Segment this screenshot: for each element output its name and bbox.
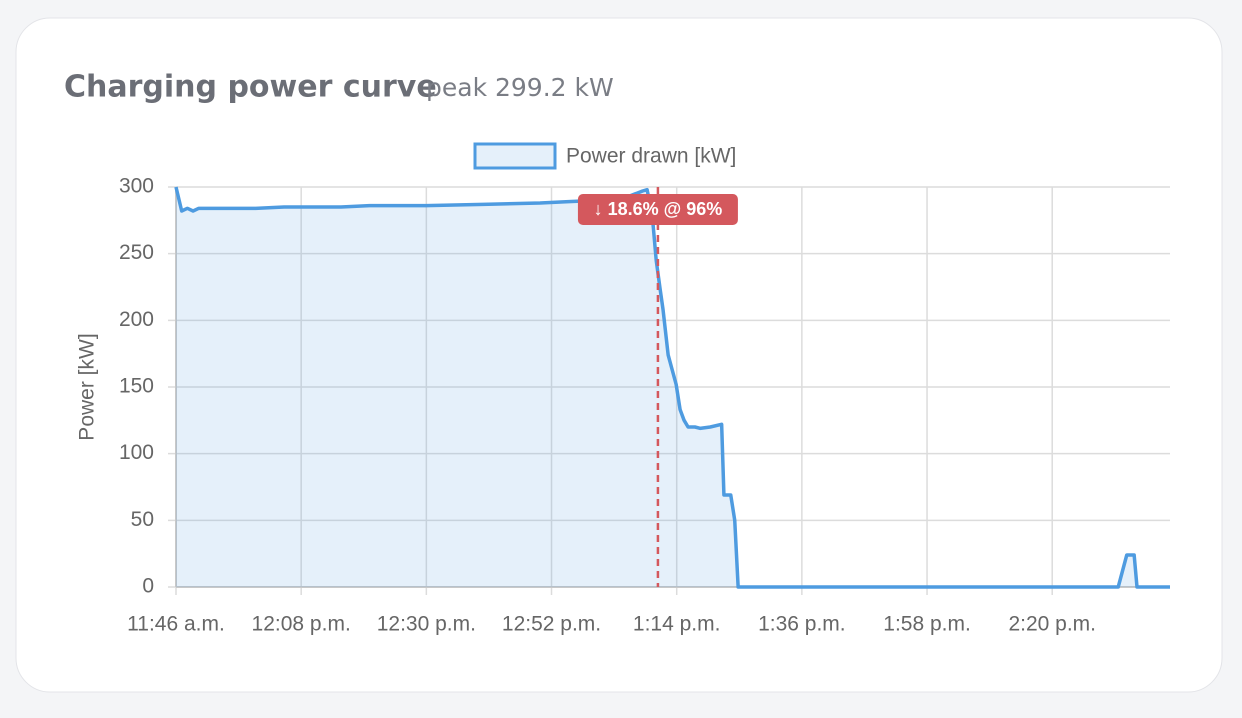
y-tick-label: 250	[119, 241, 154, 264]
x-tick-label: 12:52 p.m.	[502, 613, 601, 636]
y-axis-label: Power [kW]	[76, 333, 99, 440]
y-tick-label: 50	[131, 508, 154, 531]
x-tick-label: 1:14 p.m.	[633, 613, 721, 636]
chart-title: Charging power curve	[64, 70, 437, 105]
legend-label: Power drawn [kW]	[566, 145, 736, 168]
chart-subtitle: peak 299.2 kW	[426, 73, 614, 102]
x-tick-label: 2:20 p.m.	[1008, 613, 1096, 636]
annotation-label: ↓ 18.6% @ 96%	[594, 199, 723, 219]
legend-swatch	[473, 142, 557, 170]
y-tick-label: 150	[119, 375, 154, 398]
y-tick-label: 0	[142, 575, 154, 598]
y-tick-label: 100	[119, 441, 154, 464]
x-tick-label: 11:46 a.m.	[127, 613, 225, 636]
x-tick-label: 12:30 p.m.	[377, 613, 476, 636]
y-tick-label: 200	[119, 308, 154, 331]
area	[176, 187, 1170, 587]
x-tick-label: 1:36 p.m.	[758, 613, 846, 636]
x-tick-label: 12:08 p.m.	[252, 613, 351, 636]
x-tick-label: 1:58 p.m.	[883, 613, 971, 636]
annotation-box	[577, 194, 738, 225]
y-tick-label: 300	[119, 175, 154, 198]
